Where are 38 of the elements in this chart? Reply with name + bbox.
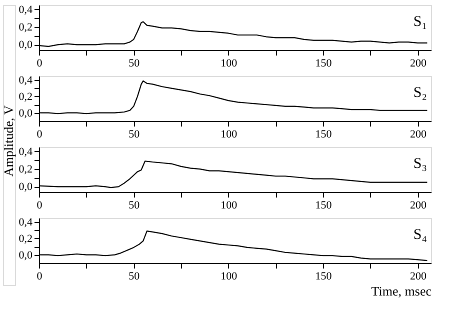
annotation: S₄ bbox=[413, 227, 427, 243]
y-tick-label: 0,2 bbox=[18, 90, 32, 103]
x-tick-label: 100 bbox=[220, 200, 238, 212]
y-tick-label: 0,0 bbox=[18, 107, 33, 120]
x-tick-label: 50 bbox=[128, 200, 140, 212]
x-tick-label: 150 bbox=[315, 270, 332, 282]
y-tick-label: 0,0 bbox=[18, 181, 33, 194]
x-tick-label: 50 bbox=[128, 58, 140, 70]
x-axis-title: Time, msec bbox=[371, 284, 432, 298]
x-tick-label: 200 bbox=[410, 58, 427, 70]
y-tick-label: 0,4 bbox=[18, 74, 33, 87]
x-tick-label: 200 bbox=[410, 200, 427, 212]
x-tick-label: 150 bbox=[315, 200, 332, 212]
x-tick-label: 0 bbox=[36, 270, 43, 282]
x-tick-label: 100 bbox=[220, 58, 238, 70]
x-tick-label: 150 bbox=[315, 128, 332, 140]
annotation: S₁ bbox=[413, 14, 427, 30]
x-tick-label: 50 bbox=[128, 128, 140, 140]
x-tick-label: 150 bbox=[315, 58, 332, 70]
y-tick-label: 0,2 bbox=[18, 232, 32, 245]
x-tick-label: 0 bbox=[36, 58, 43, 70]
y-tick-label: 0,2 bbox=[18, 22, 32, 34]
y-tick-label: 0,4 bbox=[18, 146, 33, 158]
x-tick-label: 0 bbox=[36, 128, 43, 140]
x-tick-label: 0 bbox=[36, 200, 43, 212]
y-tick-label: 0,0 bbox=[18, 249, 33, 262]
annotation: S₂ bbox=[413, 85, 427, 101]
x-tick-label: 100 bbox=[220, 270, 238, 282]
x-tick-label: 200 bbox=[410, 128, 427, 140]
y-tick-label: 0,2 bbox=[18, 164, 32, 176]
x-tick-label: 50 bbox=[128, 270, 140, 282]
y-tick-label: 0,4 bbox=[18, 216, 33, 229]
x-tick-label: 200 bbox=[410, 270, 427, 282]
annotation: S₃ bbox=[413, 156, 427, 172]
y-axis-title: Amplitude, V bbox=[1, 104, 16, 177]
x-tick-label: 100 bbox=[220, 128, 238, 140]
y-tick-label: 0,4 bbox=[18, 4, 33, 16]
y-tick-label: 0,0 bbox=[18, 39, 33, 52]
